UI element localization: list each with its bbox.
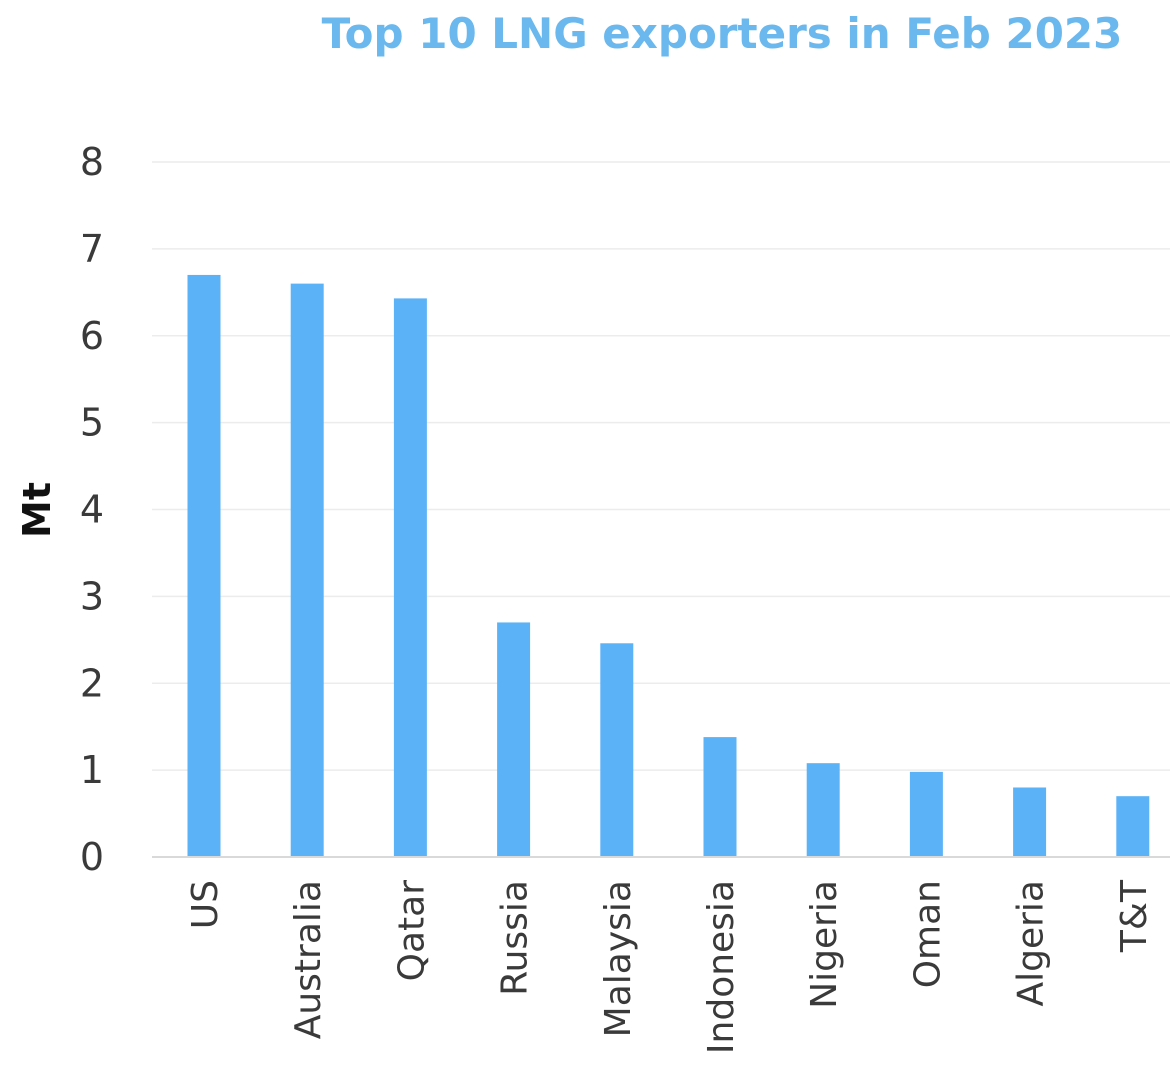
y-tick-label: 6 xyxy=(80,314,104,358)
bar-indonesia xyxy=(703,737,737,857)
y-tick-label: 2 xyxy=(80,661,104,705)
y-tick-label: 7 xyxy=(80,227,104,271)
bar-russia xyxy=(497,622,531,857)
chart-title: Top 10 LNG exporters in Feb 2023 xyxy=(322,9,1123,58)
x-tick-label: T&T xyxy=(1114,879,1155,953)
x-tick-label: Indonesia xyxy=(701,880,742,1054)
x-tick-label: US xyxy=(185,880,226,929)
x-tick-label: Qatar xyxy=(391,880,432,982)
y-tick-label: 3 xyxy=(80,574,104,618)
y-tick-label: 8 xyxy=(80,140,104,184)
bar-us xyxy=(187,274,221,857)
y-axis-label: Mt xyxy=(15,482,59,538)
bar-australia xyxy=(290,283,324,857)
x-tick-label: Nigeria xyxy=(804,880,845,1009)
y-tick-label: 4 xyxy=(80,488,104,532)
y-tick-label: 1 xyxy=(80,748,104,792)
bar-malaysia xyxy=(600,643,634,857)
bar-qatar xyxy=(393,298,427,857)
bar-oman xyxy=(909,771,943,857)
x-tick-label: Algeria xyxy=(1011,880,1052,1007)
y-tick-label: 0 xyxy=(80,835,104,879)
y-tick-label: 5 xyxy=(80,401,104,445)
y-axis-ticks: 0 1 2 3 4 5 6 7 8 xyxy=(80,140,104,879)
x-tick-label: Malaysia xyxy=(598,880,639,1037)
bar-t-t xyxy=(1116,796,1150,857)
bar-algeria xyxy=(1013,787,1047,857)
x-tick-label: Oman xyxy=(907,880,948,988)
bars xyxy=(187,274,1150,857)
x-axis-category-labels: US Australia Qatar Russia Malaysia Indonesia N… xyxy=(185,879,1155,1054)
x-tick-label: Russia xyxy=(495,880,536,996)
x-tick-label: Australia xyxy=(288,880,329,1039)
bar-nigeria xyxy=(806,763,840,857)
